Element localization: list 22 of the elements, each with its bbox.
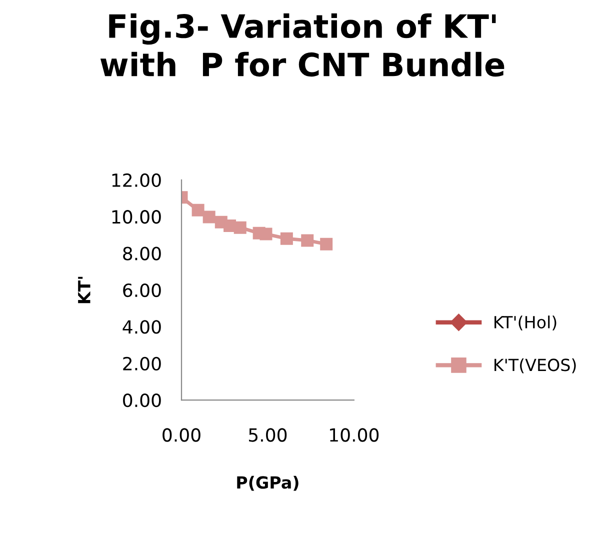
y-tick-label: 8.00 [123, 246, 161, 260]
y-axis-title: KT' [78, 276, 90, 304]
point [260, 228, 272, 240]
x-tick-label: 5.00 [249, 428, 287, 442]
point [320, 238, 333, 250]
x-axis-title: P(GPa) [237, 476, 298, 491]
x-tick-label: 0.00 [162, 428, 200, 442]
legend-label: K'T(VEOS) [494, 358, 576, 374]
legend-label: KT'(Hol) [494, 316, 556, 330]
chart-title: Fig.3- Variation of KT' with P for CNT Bundle [100, 13, 504, 77]
point [192, 204, 204, 216]
y-tick-label: 6.00 [123, 283, 161, 298]
y-tick-label: 4.00 [122, 320, 161, 334]
y-tick-label: 12.00 [112, 173, 161, 188]
y-tick-label: 10.00 [112, 210, 161, 224]
point [234, 221, 246, 234]
x-tick-label: 10.00 [330, 428, 379, 442]
point [301, 234, 314, 247]
y-tick-label: 0.00 [123, 394, 161, 408]
y-tick-label: 2.00 [123, 356, 161, 370]
point [280, 232, 293, 245]
point [202, 210, 216, 224]
